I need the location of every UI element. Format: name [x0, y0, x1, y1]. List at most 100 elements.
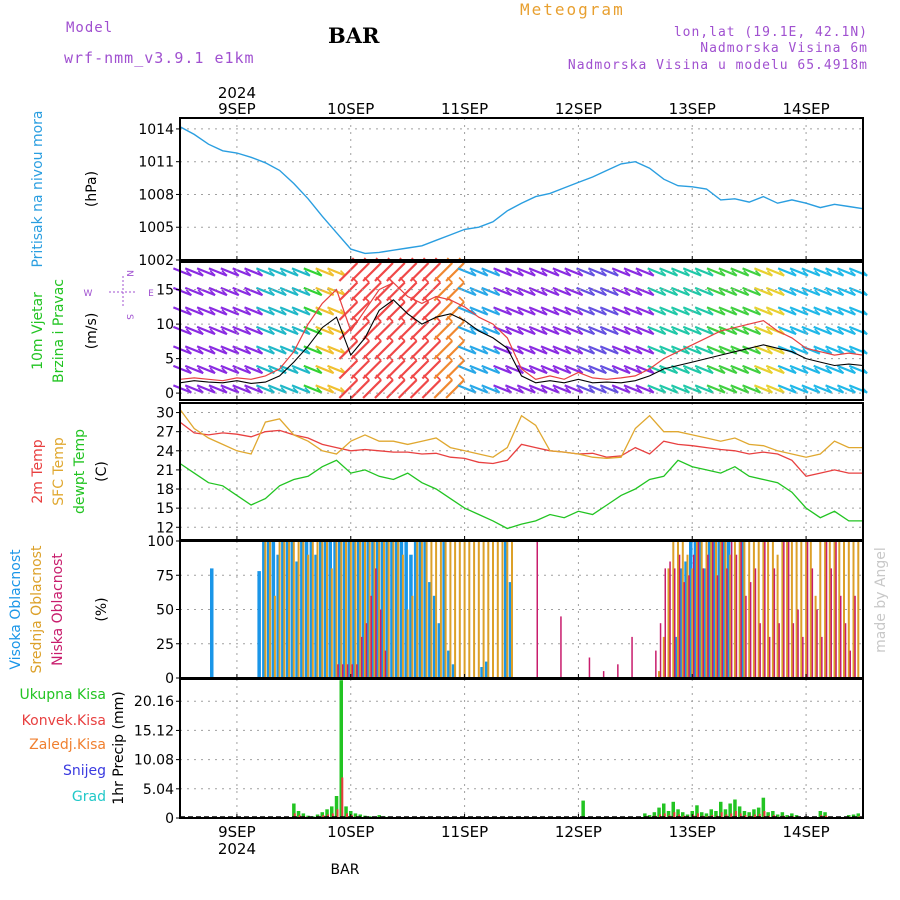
- wind-barb: [742, 384, 761, 394]
- cloud-bar: [674, 636, 679, 678]
- wind-barb-flag: [766, 348, 773, 355]
- wind-barb-flag: [529, 328, 536, 335]
- wind-barb: [374, 359, 394, 380]
- wind-barb: [327, 364, 346, 375]
- wind-barb: [350, 340, 371, 360]
- wind-barb: [670, 364, 690, 375]
- wind-barb-flag: [458, 335, 465, 342]
- wind-barb-flag: [636, 270, 643, 277]
- compass-east: E: [148, 289, 154, 299]
- wind-barb: [303, 364, 323, 375]
- cloud-bar: [420, 541, 423, 678]
- cloud-bar: [480, 667, 484, 678]
- wind-barb-flag: [256, 289, 264, 296]
- cloud-bar: [404, 541, 408, 678]
- wind-barb: [706, 364, 726, 375]
- cloud-bar: [354, 541, 357, 678]
- cloud-bar: [740, 541, 742, 678]
- wind-barb-flag: [328, 367, 335, 374]
- wind-barb: [659, 345, 678, 355]
- wind-barb-flag: [588, 328, 596, 335]
- wind-barb: [232, 286, 252, 297]
- wind-barb-flag: [328, 289, 335, 296]
- wind-barb-flag: [671, 367, 679, 374]
- wind-barb: [421, 340, 442, 360]
- wind-barb-flag: [719, 387, 726, 394]
- wind-barb-flag: [778, 367, 785, 374]
- cloud-bar: [857, 541, 860, 678]
- cloud-bar: [264, 541, 267, 678]
- cloud-bar: [333, 541, 337, 678]
- cloud-bar: [371, 541, 375, 678]
- station-elevation: Nadmorska Visina 6m: [700, 41, 868, 56]
- precip-bar: [771, 811, 775, 818]
- cloud-bar: [368, 541, 371, 678]
- wind-barb-flag: [209, 367, 216, 374]
- wind-barb: [623, 384, 643, 394]
- wind-barb-flag: [458, 374, 465, 381]
- cloud-bar: [588, 657, 591, 678]
- wind-barb: [813, 306, 833, 316]
- wind-barb: [694, 325, 714, 336]
- wind-barb-flag: [268, 348, 275, 355]
- cloud-bar: [838, 541, 841, 678]
- wind-barb: [576, 267, 595, 277]
- wind-barb-flag: [707, 328, 714, 335]
- wind-barb-flag: [529, 387, 536, 394]
- temp-line-1: [179, 409, 863, 460]
- wind-barb-flag: [778, 270, 785, 277]
- precip-bar: [322, 815, 325, 818]
- precip-bar: [704, 813, 709, 818]
- precip-bar: [671, 801, 675, 818]
- wind-barb-flag: [766, 309, 773, 316]
- cloud-bar: [383, 541, 385, 678]
- wind-barb: [552, 325, 572, 336]
- cloud-bar: [833, 541, 836, 678]
- wind-barb-flag: [636, 309, 643, 316]
- wind-barb-flag: [292, 270, 299, 277]
- cloud-bar: [672, 541, 675, 678]
- station-name: BAR: [328, 23, 380, 48]
- wind-barb-flag: [470, 309, 477, 316]
- wind-barb-flag: [185, 270, 192, 277]
- wind-barb-flag: [541, 348, 548, 355]
- wind-barb-flag: [280, 328, 287, 335]
- wind-barb: [303, 384, 323, 394]
- wind-barb: [338, 379, 359, 399]
- wind-barb-flag: [505, 367, 513, 374]
- wind-barb-flag: [754, 270, 762, 277]
- wind-barb: [777, 267, 797, 277]
- wind-barb-flag: [245, 289, 252, 296]
- cloud-bar: [773, 568, 776, 678]
- wind-barb-flag: [660, 270, 667, 277]
- wind-barb-flag: [470, 289, 477, 296]
- wind-barb: [635, 345, 655, 355]
- wind-barb-flag: [849, 387, 856, 394]
- bottom-date-label: 10SEP: [327, 823, 374, 841]
- wind-barb-flag: [778, 387, 785, 394]
- unit-label: (C): [94, 461, 110, 482]
- compass-west: W: [84, 289, 93, 299]
- wind-barb: [350, 320, 371, 341]
- wind-barb: [576, 325, 595, 336]
- wind-barb: [421, 379, 442, 399]
- side-label: SFC Temp: [51, 437, 67, 506]
- wind-barb: [742, 325, 761, 336]
- wind-barb-flag: [553, 289, 560, 296]
- wind-barb: [504, 345, 524, 355]
- cloud-bar: [266, 541, 271, 678]
- wind-barb: [255, 384, 275, 394]
- wind-barb-flag: [292, 309, 299, 316]
- y-tick-label: 18: [156, 482, 174, 498]
- wind-barb-flag: [280, 367, 287, 374]
- wind-barb-flag: [743, 289, 750, 296]
- wind-barb-flag: [245, 387, 252, 394]
- cloud-bar: [795, 541, 798, 678]
- wind-barb-flag: [245, 367, 252, 374]
- wind-barb: [611, 364, 631, 375]
- wind-barb: [279, 286, 299, 297]
- wind-barb: [362, 340, 382, 360]
- wind-barb: [504, 325, 524, 336]
- precip-bar: [720, 812, 723, 818]
- cloud-bar: [749, 582, 752, 678]
